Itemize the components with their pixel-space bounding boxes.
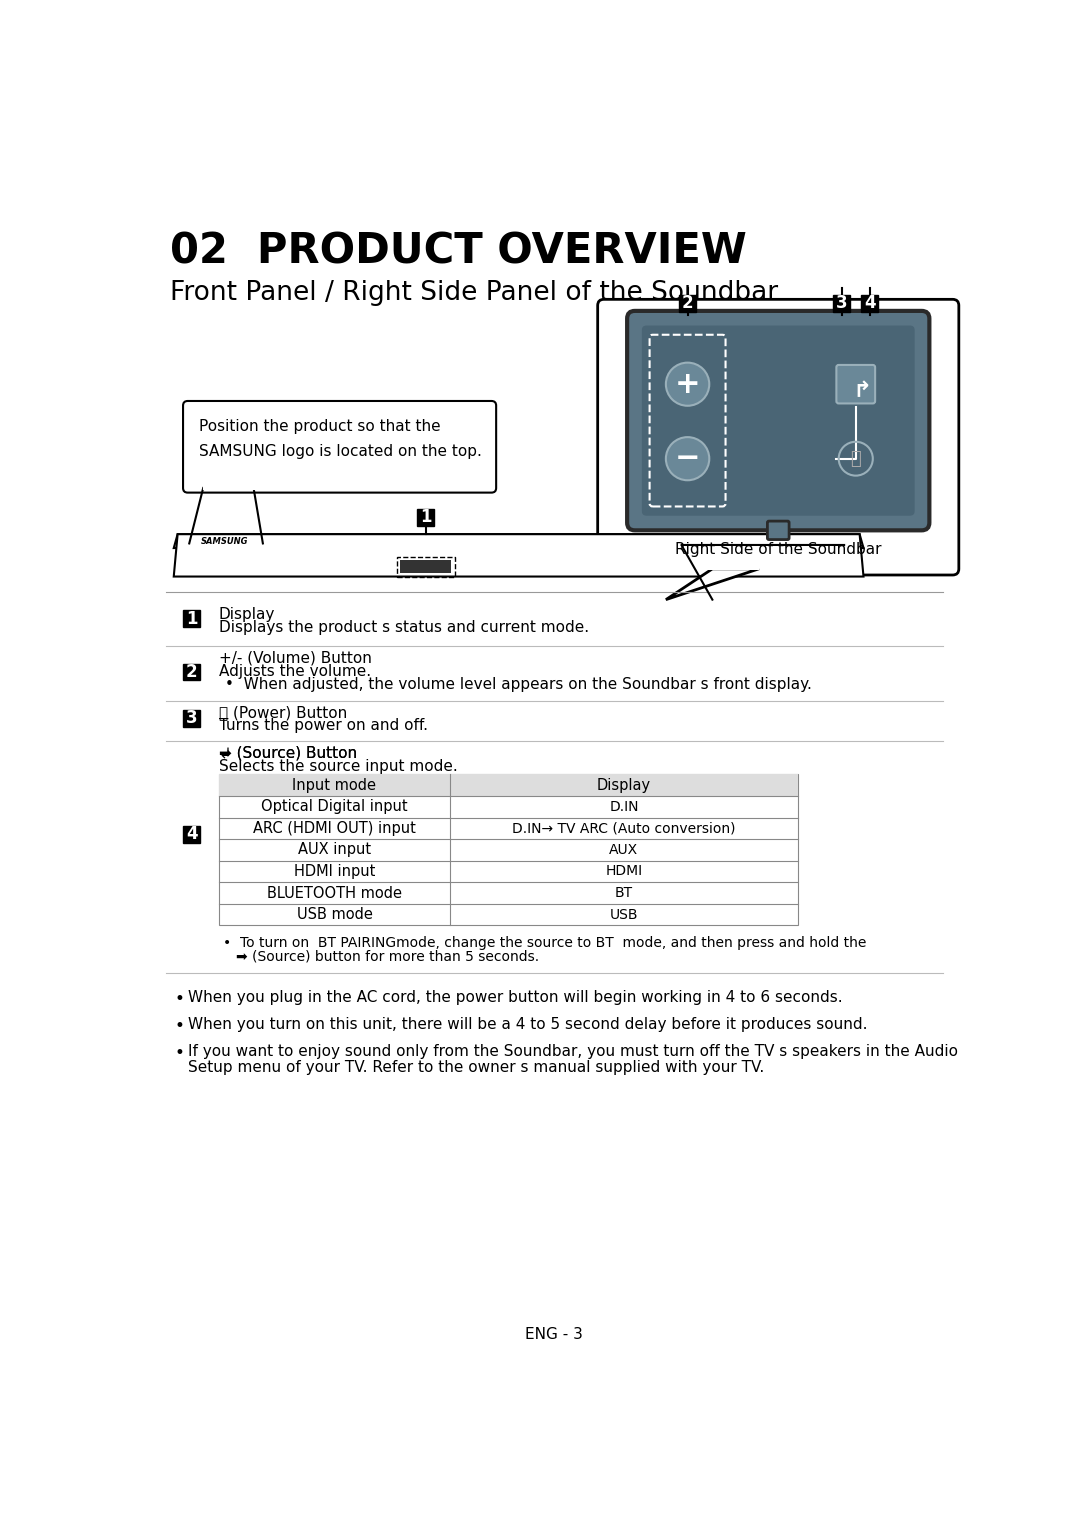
FancyBboxPatch shape <box>218 775 798 797</box>
Text: ➡ (Source) Button: ➡ (Source) Button <box>218 746 356 761</box>
Text: Input mode: Input mode <box>293 778 377 792</box>
Text: +: + <box>675 369 701 398</box>
Text: USB mode: USB mode <box>297 907 373 922</box>
Text: −: − <box>675 444 700 473</box>
Text: Adjusts the volume.: Adjusts the volume. <box>218 663 370 679</box>
Text: Front Panel / Right Side Panel of the Soundbar: Front Panel / Right Side Panel of the So… <box>170 280 778 306</box>
Text: Setup menu of your TV. Refer to the owner s manual supplied with your TV.: Setup menu of your TV. Refer to the owne… <box>188 1060 764 1075</box>
Text: If you want to enjoy sound only from the Soundbar, you must turn off the TV s sp: If you want to enjoy sound only from the… <box>188 1043 958 1059</box>
FancyBboxPatch shape <box>183 401 496 493</box>
Text: BT: BT <box>615 885 633 899</box>
Text: Display: Display <box>218 607 275 622</box>
FancyBboxPatch shape <box>679 294 697 311</box>
Text: HDMI input: HDMI input <box>294 864 375 879</box>
Text: ARC (HDMI OUT) input: ARC (HDMI OUT) input <box>253 821 416 836</box>
FancyBboxPatch shape <box>627 311 930 530</box>
Text: USB: USB <box>610 907 638 922</box>
Text: ⏻ (Power) Button: ⏻ (Power) Button <box>218 705 347 720</box>
FancyBboxPatch shape <box>834 294 850 311</box>
Text: 3: 3 <box>186 709 198 728</box>
Circle shape <box>666 363 710 406</box>
FancyBboxPatch shape <box>183 826 200 843</box>
Polygon shape <box>174 535 864 576</box>
Text: 4: 4 <box>186 826 198 844</box>
Text: SAMSUNG logo is located on the top.: SAMSUNG logo is located on the top. <box>199 444 482 460</box>
Text: ENG - 3: ENG - 3 <box>525 1328 582 1342</box>
FancyBboxPatch shape <box>597 299 959 574</box>
FancyBboxPatch shape <box>768 521 789 539</box>
Text: AUX: AUX <box>609 843 638 856</box>
Text: 2: 2 <box>186 663 198 682</box>
Text: •: • <box>174 1043 184 1062</box>
Text: 4: 4 <box>864 294 876 313</box>
Text: ↲: ↲ <box>847 374 865 394</box>
Polygon shape <box>174 535 864 548</box>
Text: Selects the source input mode.: Selects the source input mode. <box>218 758 458 774</box>
Text: D.IN→ TV ARC (Auto conversion): D.IN→ TV ARC (Auto conversion) <box>512 821 735 835</box>
Text: SAMSUNG: SAMSUNG <box>201 536 248 545</box>
Circle shape <box>666 437 710 480</box>
Text: BLUETOOTH mode: BLUETOOTH mode <box>267 885 402 901</box>
Text: When you turn on this unit, there will be a 4 to 5 second delay before it produc: When you turn on this unit, there will b… <box>188 1017 867 1033</box>
FancyBboxPatch shape <box>670 567 759 570</box>
FancyBboxPatch shape <box>183 663 200 680</box>
Text: Displays the product s status and current mode.: Displays the product s status and curren… <box>218 620 589 636</box>
Polygon shape <box>666 568 759 599</box>
Text: Right Side of the Soundbar: Right Side of the Soundbar <box>675 542 881 558</box>
Text: ↲ (Source) Button: ↲ (Source) Button <box>218 746 356 761</box>
Text: Optical Digital input: Optical Digital input <box>261 800 408 815</box>
Text: 3: 3 <box>836 294 848 313</box>
Text: 1: 1 <box>186 610 198 628</box>
Text: D.IN: D.IN <box>609 800 638 813</box>
Text: •: • <box>174 1017 184 1036</box>
FancyBboxPatch shape <box>218 775 798 925</box>
Text: ➡ (Source) button for more than 5 seconds.: ➡ (Source) button for more than 5 second… <box>235 950 539 964</box>
Text: •  When adjusted, the volume level appears on the Soundbar s front display.: • When adjusted, the volume level appear… <box>225 677 812 692</box>
Text: ⏻: ⏻ <box>850 450 861 467</box>
Text: Turns the power on and off.: Turns the power on and off. <box>218 719 428 734</box>
Text: AUX input: AUX input <box>298 843 372 858</box>
Text: •  To turn on  BT PAIRINGmode, change the source to BT  mode, and then press and: • To turn on BT PAIRINGmode, change the … <box>222 936 866 950</box>
FancyBboxPatch shape <box>183 709 200 726</box>
Text: 1: 1 <box>420 509 431 527</box>
FancyBboxPatch shape <box>642 325 915 516</box>
Text: Position the product so that the: Position the product so that the <box>199 420 441 435</box>
Text: HDMI: HDMI <box>606 864 643 878</box>
Text: •: • <box>174 990 184 1008</box>
Text: 02  PRODUCT OVERVIEW: 02 PRODUCT OVERVIEW <box>170 230 746 273</box>
Text: When you plug in the AC cord, the power button will begin working in 4 to 6 seco: When you plug in the AC cord, the power … <box>188 990 842 1005</box>
Text: +/- (Volume) Button: +/- (Volume) Button <box>218 651 372 665</box>
FancyBboxPatch shape <box>861 294 878 311</box>
FancyBboxPatch shape <box>183 610 200 628</box>
FancyBboxPatch shape <box>401 559 450 573</box>
Text: 2: 2 <box>681 294 693 313</box>
FancyBboxPatch shape <box>836 365 875 403</box>
FancyBboxPatch shape <box>417 509 434 525</box>
Text: Display: Display <box>597 778 651 792</box>
